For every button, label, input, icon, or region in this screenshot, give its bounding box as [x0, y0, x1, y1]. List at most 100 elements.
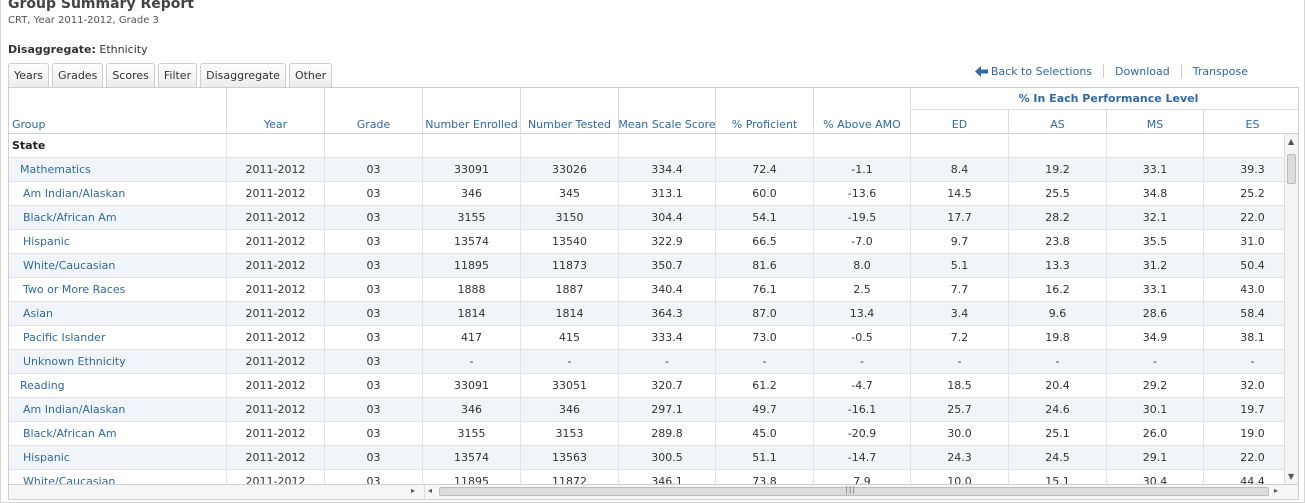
- group-link[interactable]: White/Caucasian: [9, 470, 227, 484]
- cell-prof: 45.0: [716, 422, 814, 446]
- vertical-scroll-thumb[interactable]: [1287, 154, 1296, 184]
- col-header-ed[interactable]: ED: [911, 110, 1009, 134]
- cell-ms: 26.0: [1107, 422, 1204, 446]
- cell-as: 20.4: [1009, 374, 1107, 398]
- cell-mean: 322.9: [619, 230, 716, 254]
- tab-other[interactable]: Other: [288, 63, 333, 87]
- group-link[interactable]: Am Indian/Alaskan: [9, 182, 227, 206]
- table-row: Am Indian/Alaskan 2011-2012 03 346 345 313.1 6…: [9, 182, 1292, 206]
- cell-grade: 03: [325, 374, 423, 398]
- cell-enrolled: 11895: [423, 254, 521, 278]
- cell-mean: 340.4: [619, 278, 716, 302]
- horizontal-scroll-thumb[interactable]: [439, 487, 1269, 496]
- cell-grade: 03: [325, 470, 423, 484]
- col-header-es[interactable]: ES: [1204, 110, 1298, 134]
- group-link[interactable]: Pacific Islander: [9, 326, 227, 350]
- cell-tested: [521, 134, 619, 158]
- cell-es: -: [1204, 350, 1292, 374]
- col-header-percent-above-amo[interactable]: % Above AMO: [814, 88, 911, 134]
- group-link[interactable]: Hispanic: [9, 446, 227, 470]
- table-row: Hispanic 2011-2012 03 13574 13563 300.5 51.1 -1…: [9, 446, 1292, 470]
- main-pane-scrollbar[interactable]: ◂ ||| ▸: [425, 485, 1285, 499]
- vertical-scrollbar[interactable]: ▲ ▼: [1284, 134, 1298, 484]
- cell-enrolled: 3155: [423, 422, 521, 446]
- tab-grades[interactable]: Grades: [52, 63, 104, 87]
- col-header-mean-scale-score[interactable]: Mean Scale Score: [618, 88, 716, 134]
- cell-enrolled: 33091: [423, 158, 521, 182]
- cell-ed: 7.2: [911, 326, 1009, 350]
- cell-as: -: [1009, 350, 1107, 374]
- cell-as: 15.1: [1009, 470, 1107, 484]
- cell-ed: 9.7: [911, 230, 1009, 254]
- cell-tested: 345: [521, 182, 619, 206]
- cell-amo: -4.7: [814, 374, 911, 398]
- cell-ms: 30.4: [1107, 470, 1204, 484]
- page-title: Group Summary Report: [8, 0, 194, 12]
- cell-es: 43.0: [1204, 278, 1292, 302]
- scroll-down-icon[interactable]: ▼: [1288, 472, 1295, 481]
- cell-as: 19.8: [1009, 326, 1107, 350]
- scroll-right-icon[interactable]: ▸: [411, 486, 416, 495]
- cell-ms: 28.6: [1107, 302, 1204, 326]
- tab-scores[interactable]: Scores: [106, 63, 155, 87]
- cell-grade: 03: [325, 398, 423, 422]
- cell-amo: -7.0: [814, 230, 911, 254]
- col-header-grade[interactable]: Grade: [325, 88, 423, 134]
- col-header-group[interactable]: Group: [9, 88, 227, 134]
- table-row: Mathematics 2011-2012 03 33091 33026 334.4 72.…: [9, 158, 1292, 182]
- tab-disaggregate[interactable]: Disaggregate: [200, 63, 286, 87]
- cell-ms: 30.1: [1107, 398, 1204, 422]
- group-link[interactable]: Mathematics: [9, 158, 227, 182]
- scroll-right-icon[interactable]: ▸: [1274, 486, 1279, 495]
- cell-prof: 73.8: [716, 470, 814, 484]
- cell-grade: 03: [325, 350, 423, 374]
- group-link[interactable]: Black/African Am: [9, 206, 227, 230]
- scroll-left-icon[interactable]: ◂: [428, 486, 433, 495]
- cell-ed: 10.0: [911, 470, 1009, 484]
- cell-enrolled: 1888: [423, 278, 521, 302]
- cell-year: 2011-2012: [227, 182, 325, 206]
- tab-years[interactable]: Years: [8, 63, 50, 87]
- scroll-up-icon[interactable]: ▲: [1288, 137, 1295, 146]
- cell-prof: 81.6: [716, 254, 814, 278]
- cell-mean: 289.8: [619, 422, 716, 446]
- cell-amo: 8.0: [814, 254, 911, 278]
- cell-ed: [911, 134, 1009, 158]
- group-link[interactable]: Black/African Am: [9, 422, 227, 446]
- group-link[interactable]: Asian: [9, 302, 227, 326]
- frozen-pane-scrollbar: ▸: [9, 485, 425, 499]
- cell-es: 25.2: [1204, 182, 1292, 206]
- col-header-year[interactable]: Year: [227, 88, 325, 134]
- cell-ms: 34.9: [1107, 326, 1204, 350]
- download-link[interactable]: Download: [1115, 64, 1170, 78]
- cell-year: 2011-2012: [227, 470, 325, 484]
- cell-prof: 49.7: [716, 398, 814, 422]
- cell-enrolled: 1814: [423, 302, 521, 326]
- group-link[interactable]: Unknown Ethnicity: [9, 350, 227, 374]
- col-header-number-enrolled[interactable]: Number Enrolled: [423, 88, 521, 134]
- summary-table: Group Year Grade Number Enrolled Number …: [8, 87, 1299, 500]
- cell-ms: [1107, 134, 1204, 158]
- horizontal-scrollbar[interactable]: ▸ ◂ ||| ▸: [9, 484, 1298, 499]
- col-header-number-tested[interactable]: Number Tested: [521, 88, 619, 134]
- group-link[interactable]: Reading: [9, 374, 227, 398]
- table-row: White/Caucasian 2011-2012 03 11895 11873 350.…: [9, 254, 1292, 278]
- col-header-as[interactable]: AS: [1009, 110, 1107, 134]
- back-to-selections-link[interactable]: Back to Selections: [974, 65, 1092, 78]
- group-link[interactable]: Am Indian/Alaskan: [9, 398, 227, 422]
- cell-mean: 313.1: [619, 182, 716, 206]
- cell-grade: 03: [325, 446, 423, 470]
- group-link[interactable]: White/Caucasian: [9, 254, 227, 278]
- cell-year: 2011-2012: [227, 206, 325, 230]
- table-row: Pacific Islander 2011-2012 03 417 415 333.4 73…: [9, 326, 1292, 350]
- tab-filter[interactable]: Filter: [157, 63, 198, 87]
- col-header-percent-proficient[interactable]: % Proficient: [716, 88, 814, 134]
- cell-year: 2011-2012: [227, 302, 325, 326]
- report-subtitle: CRT, Year 2011-2012, Grade 3: [8, 15, 159, 26]
- cell-grade: 03: [325, 326, 423, 350]
- transpose-link[interactable]: Transpose: [1192, 64, 1248, 78]
- group-link[interactable]: Two or More Races: [9, 278, 227, 302]
- cell-es: 32.0: [1204, 374, 1292, 398]
- group-link[interactable]: Hispanic: [9, 230, 227, 254]
- col-header-ms[interactable]: MS: [1107, 110, 1204, 134]
